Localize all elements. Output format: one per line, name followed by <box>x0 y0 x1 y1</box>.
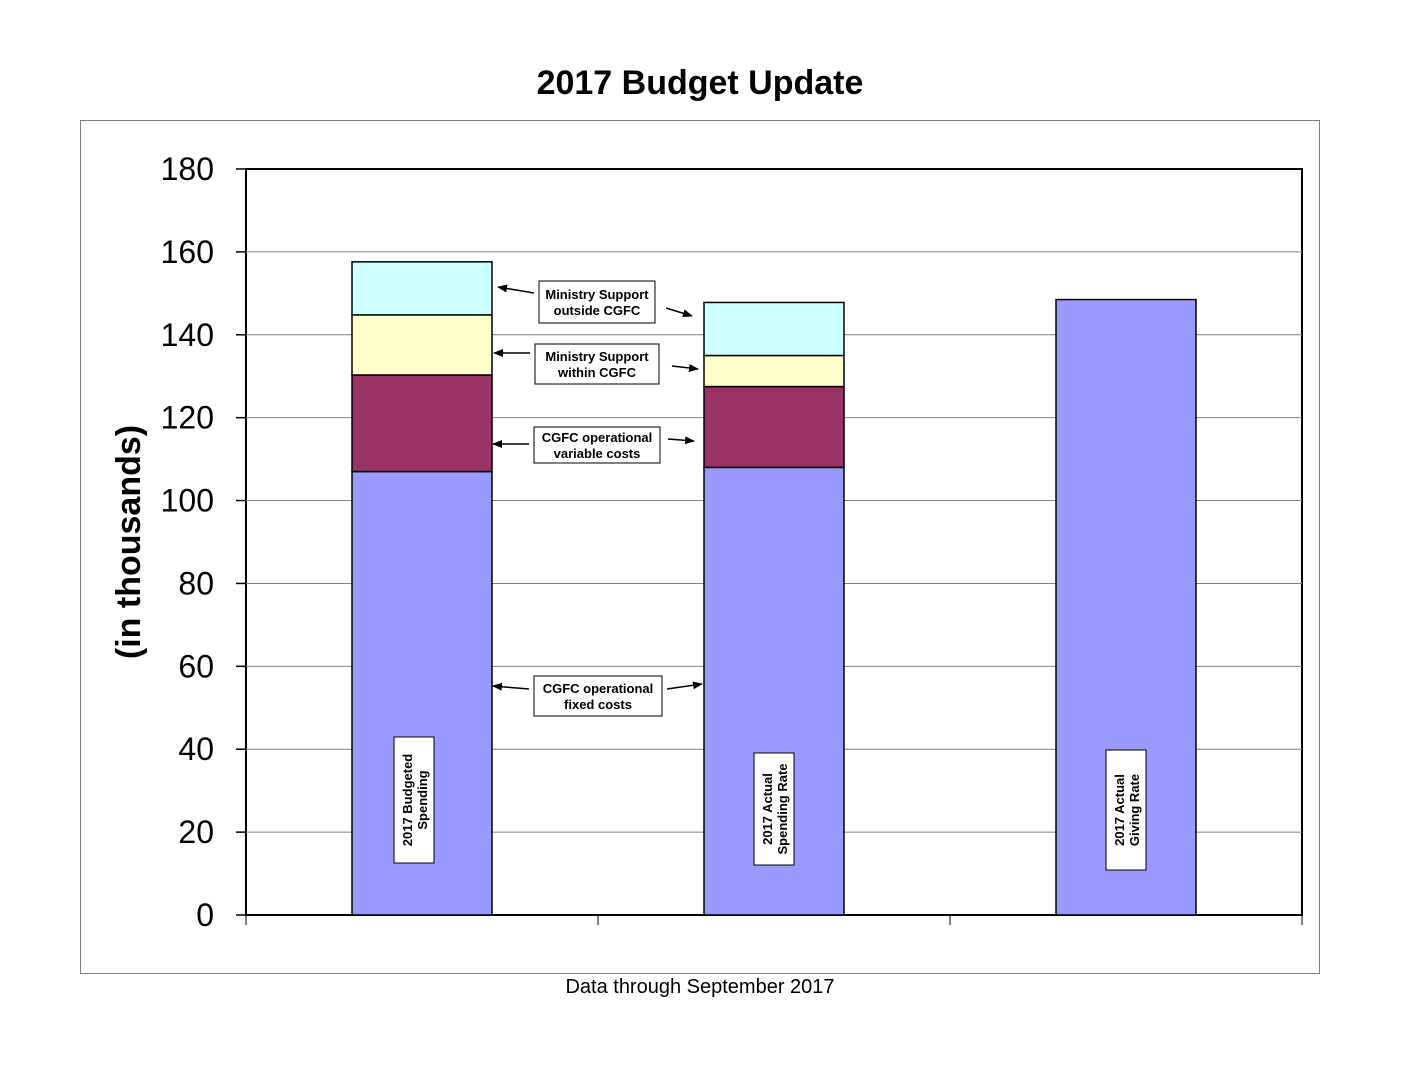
bar-label: 2017 ActualSpending Rate <box>753 752 795 866</box>
y-tick-label: 0 <box>196 897 214 933</box>
annotation-box <box>534 343 660 385</box>
bar-label-text: 2017 BudgetedSpending <box>400 754 430 847</box>
bar-segment <box>703 301 845 357</box>
chart-title: 2017 Budget Update <box>536 64 864 102</box>
annotation-callout: Ministry Support outside CGFC <box>497 280 693 324</box>
bar-segment <box>351 314 493 376</box>
annotation-arrow <box>497 284 535 294</box>
bar-label-text: 2017 ActualSpending Rate <box>760 763 790 854</box>
axes: 0 20 40 60 80 100 120 140 160 180 (in thousands) <box>110 151 1303 933</box>
annotation-arrow <box>665 307 693 318</box>
annotation-arrow <box>492 682 530 691</box>
annotation-text: Ministry Support within CGFC <box>545 349 649 380</box>
bars <box>351 261 1197 916</box>
y-axis-label: (in thousands) <box>110 425 148 659</box>
annotation-arrow <box>667 436 695 445</box>
bar-label-box <box>1105 749 1147 871</box>
annotation-callout: Ministry Support within CGFC <box>493 343 699 385</box>
bar-segment <box>703 385 845 469</box>
y-tick-label: 20 <box>178 814 214 850</box>
annotation-text: CGFC operational fixed costs <box>543 681 654 712</box>
bar-labels: 2017 BudgetedSpending 2017 ActualSpending… <box>393 736 1147 871</box>
bar-label-text: 2017 ActualGiving Rate <box>1112 774 1142 846</box>
annotation-callout: CGFC operational fixed costs <box>492 675 703 717</box>
chart-frame <box>80 120 1320 974</box>
annotation-box <box>533 675 663 717</box>
y-tick-label: 180 <box>161 151 214 187</box>
footnote: Data through September 2017 <box>565 976 835 998</box>
y-tick-label: 60 <box>178 648 214 684</box>
bar-label-box <box>753 752 795 866</box>
annotation-box <box>533 426 661 464</box>
y-tick-label: 80 <box>178 565 214 601</box>
y-tick-label: 160 <box>161 234 214 270</box>
annotation-text: CGFC operational variable costs <box>542 430 653 461</box>
annotations: Ministry Support outside CGFC Ministry Sup… <box>492 280 703 717</box>
y-tick-label: 40 <box>178 731 214 767</box>
bar-segment <box>351 261 493 316</box>
bar-label: 2017 ActualGiving Rate <box>1105 749 1147 871</box>
annotation-arrow <box>671 363 699 372</box>
bar-segment <box>351 374 493 473</box>
y-tick-label: 140 <box>161 317 214 353</box>
annotation-callout: CGFC operational variable costs <box>492 426 695 464</box>
bar-segment <box>703 354 845 388</box>
annotation-arrow <box>666 681 703 690</box>
y-tick-label: 120 <box>161 400 214 436</box>
annotation-box <box>538 280 656 324</box>
y-tick-label: 100 <box>161 483 214 519</box>
bar-label-box <box>393 736 435 864</box>
annotation-text: Ministry Support outside CGFC <box>545 287 649 318</box>
bar-label: 2017 BudgetedSpending <box>393 736 435 864</box>
